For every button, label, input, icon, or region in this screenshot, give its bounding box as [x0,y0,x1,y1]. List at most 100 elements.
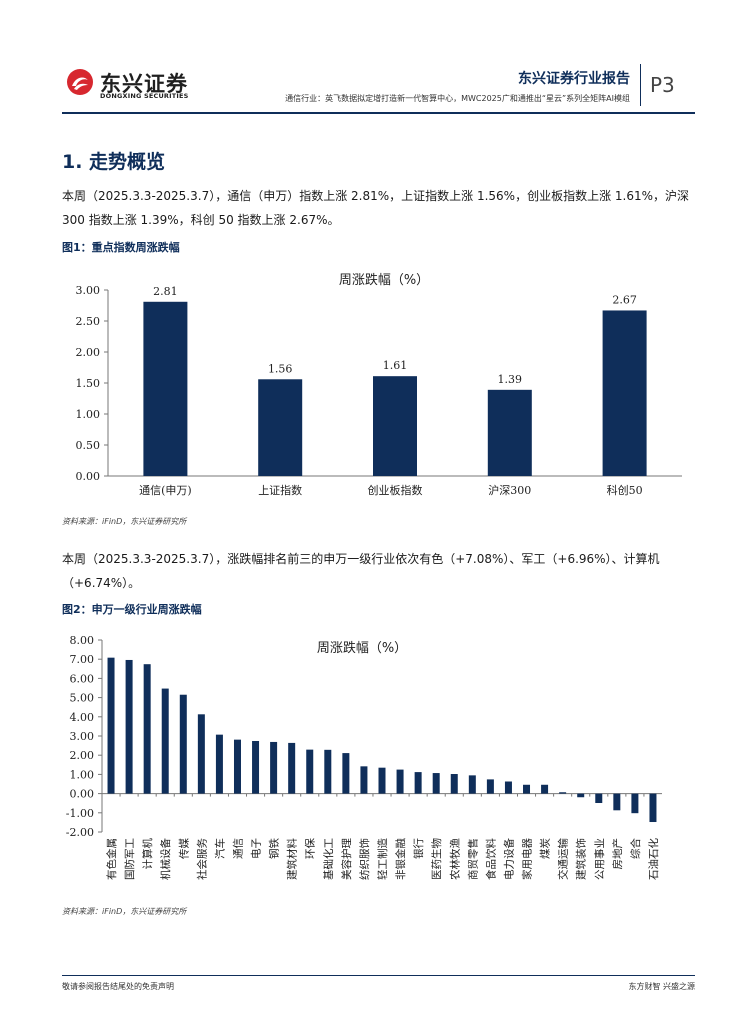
bar [487,389,532,476]
bar [288,742,296,794]
x-tick-label: 医药生物 [430,838,443,880]
company-logo-text: 东兴证券 [100,72,188,96]
data-label: 2.81 [153,285,178,298]
x-tick-label: 非银金融 [394,838,407,880]
x-tick-label: 电力设备 [502,838,515,880]
x-tick-label: 科创50 [607,483,643,497]
bar [602,310,647,476]
y-tick-label: 6.00 [70,672,95,685]
figure-1-title: 图1：重点指数周涨跌幅 [62,241,180,254]
data-label: 1.61 [383,359,408,372]
bar [107,657,115,794]
header-divider [640,64,641,106]
summary-paragraph: 本周（2025.3.3-2025.3.7），通信（申万）指数上涨 2.81%，上… [62,189,690,227]
x-tick-label: 轻工制造 [376,838,389,880]
y-tick-label: 2.00 [70,749,95,762]
x-tick-label: 纺织服饰 [358,838,371,880]
bar [523,784,531,794]
industry-weekly-change-chart: 周涨跌幅（%） -2.00 -1.00 0.00 1.00 2.00 3.00 4.00 5.… [66,634,662,880]
section-title: 1. 走势概览 [62,151,166,173]
x-tick-label: 建筑材料 [286,838,299,880]
y-tick-label: 1.00 [76,408,101,421]
bar [143,301,188,476]
bar [179,694,187,794]
y-tick-label: 5.00 [70,692,95,705]
x-tick-label: 沪深300 [488,483,531,497]
x-tick-label: 农林牧渔 [448,838,461,880]
bar [432,773,440,794]
industry-paragraph: 本周（2025.3.3-2025.3.7），涨跌幅排名前三的申万一级行业依次有色… [62,552,660,590]
bar [378,767,386,794]
x-tick-label: 煤炭 [539,838,552,860]
data-label: 1.39 [498,373,523,386]
header-rule [62,112,695,114]
bar [468,775,476,794]
data-label: 1.56 [268,362,293,375]
bar [649,793,657,823]
bar [306,749,314,794]
bar [631,793,639,814]
bar [559,792,567,794]
x-tick-label: 社会服务 [195,838,208,880]
figure-2-source: 资料来源：iFinD，东兴证券研究所 [62,907,187,916]
x-tick-label: 建筑装饰 [575,838,588,880]
x-tick-label: 交通运输 [557,838,570,880]
bar [396,769,404,794]
bar [360,766,368,794]
bar [215,734,223,794]
bar [324,749,332,794]
bar [373,376,417,476]
y-tick-label: 0.00 [70,788,95,801]
x-tick-label: 通信 [232,838,244,859]
x-tick-label: 商贸零售 [466,838,479,880]
bar [595,793,603,804]
x-tick-label: 计算机 [141,838,154,870]
x-tick-label: 家用电器 [521,838,534,880]
x-tick-label: 石油石化 [647,838,660,880]
y-tick-label: -2.00 [66,826,94,839]
x-tick-label: 电子 [250,838,263,859]
bar [161,688,169,794]
bar [450,774,458,794]
y-tick-label: 7.00 [70,653,95,666]
x-tick-label: 钢铁 [268,838,281,859]
bar [541,784,549,794]
figure-1-source: 资料来源：iFinD，东兴证券研究所 [62,517,187,526]
footer-slogan: 东方财智 兴盛之源 [628,982,695,991]
x-tick-label: 创业板指数 [368,483,423,497]
index-weekly-change-chart: 周涨跌幅（%） 0.00 0.50 1.00 1.50 2.00 2.50 3.00 2.8… [76,272,682,497]
x-tick-label: 传媒 [177,838,190,860]
x-tick-label: 基础化工 [322,838,335,880]
x-tick-label: 机械设备 [159,838,172,880]
bar [270,741,278,794]
x-tick-label: 房地产 [611,838,624,870]
bar [143,664,151,794]
x-tick-label: 国防军工 [123,838,136,880]
report-subtitle: 通信行业：英飞数据拟定增打造新一代智算中心，MWC2025广和通推出“星云”系列… [285,94,630,103]
bar [577,793,585,798]
x-tick-label: 综合 [629,838,642,859]
x-tick-label: 公用事业 [593,838,606,880]
y-tick-label: 1.50 [76,377,101,390]
chart-1-title: 周涨跌幅（%） [339,272,429,288]
bar [125,659,133,794]
x-tick-label: 食品饮料 [484,838,497,880]
bar [486,779,494,794]
bar [197,714,205,794]
chart-2-title: 周涨跌幅（%） [317,640,407,656]
y-tick-label: 0.50 [76,439,101,452]
disclaimer-note: 敬请参阅报告结尾处的免责声明 [62,982,174,991]
bar [258,379,303,476]
company-logo-english: DONGXING SECURITIES [100,92,189,100]
y-tick-label: 1.00 [70,768,95,781]
y-tick-label: 3.00 [70,730,95,743]
report-name: 东兴证券行业报告 [518,71,630,87]
x-tick-label: 有色金属 [105,838,118,880]
bar [613,793,621,811]
company-logo-icon [67,69,93,95]
y-tick-label: 0.00 [76,470,101,483]
y-tick-label: 8.00 [70,634,95,647]
y-tick-label: 3.00 [76,284,101,297]
bar [504,781,512,794]
y-tick-label: 2.50 [76,315,101,328]
